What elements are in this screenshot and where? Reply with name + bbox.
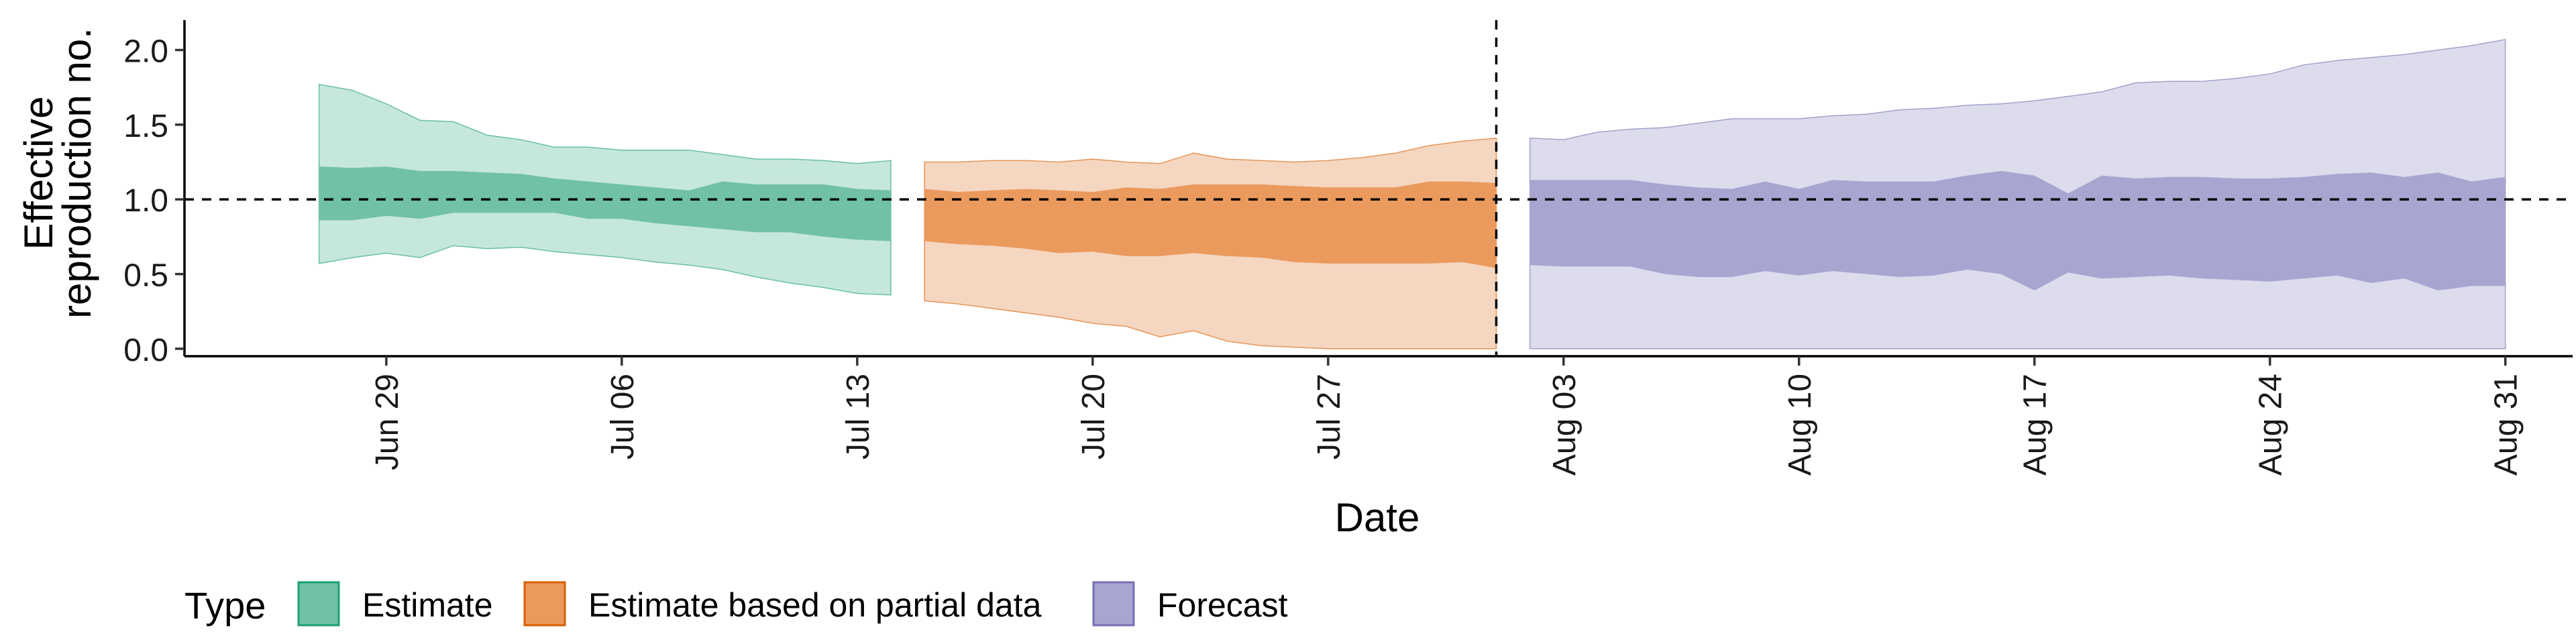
series-0 <box>318 83 892 296</box>
x-tick-label: Aug 24 <box>2253 374 2289 476</box>
series-2 <box>1529 39 2506 350</box>
legend: Type Estimate Estimate based on partial d… <box>184 581 1288 627</box>
y-tick-label: 2.0 <box>123 34 168 70</box>
x-tick-label: Jul 06 <box>605 374 641 460</box>
legend-label: Estimate based on partial data <box>588 586 1042 624</box>
series-1-inner-band <box>924 181 1497 268</box>
y-axis-title-line1: Effective <box>16 96 61 250</box>
legend-key-swatch <box>1092 581 1135 627</box>
y-tick-label: 0.5 <box>123 258 168 294</box>
legend-item-0: Estimate <box>297 581 493 627</box>
legend-key-swatch <box>297 581 340 627</box>
y-tick-label: 1.0 <box>123 183 168 219</box>
x-axis-title: Date <box>1335 495 1420 540</box>
x-tick-label: Aug 10 <box>1782 374 1818 476</box>
y-ticks: 0.0 0.5 1.0 1.5 2.0 <box>123 34 184 368</box>
series-0-inner-band <box>319 166 892 241</box>
x-tick-label: Jul 13 <box>841 374 876 460</box>
series-1 <box>924 138 1497 350</box>
bands-layer <box>318 39 2506 350</box>
y-tick-label: 0.0 <box>123 333 168 368</box>
x-ticks: Jun 29 Jul 06 Jul 13 Jul 20 Jul 27 Aug 03 Aug … <box>370 356 2524 476</box>
legend-item-1: Estimate based on partial data <box>523 581 1042 627</box>
legend-title: Type <box>184 584 266 627</box>
x-tick-label: Jun 29 <box>370 374 405 470</box>
y-tick-label: 1.5 <box>123 109 168 144</box>
x-tick-label: Aug 17 <box>2018 374 2053 476</box>
x-tick-label: Aug 31 <box>2489 374 2524 476</box>
legend-label: Forecast <box>1157 586 1288 624</box>
x-tick-label: Jul 20 <box>1076 374 1112 460</box>
series-2-inner-band <box>1529 170 2506 290</box>
x-tick-label: Jul 27 <box>1311 374 1347 460</box>
legend-key-swatch <box>523 581 566 627</box>
x-tick-label: Aug 03 <box>1547 374 1582 476</box>
legend-items: Estimate Estimate based on partial data Fo… <box>297 581 1288 627</box>
y-axis-title-line2: reproduction no. <box>54 28 99 319</box>
reference-lines <box>184 20 2573 356</box>
axes <box>183 20 2573 358</box>
legend-label: Estimate <box>362 586 493 624</box>
legend-item-2: Forecast <box>1092 581 1288 627</box>
